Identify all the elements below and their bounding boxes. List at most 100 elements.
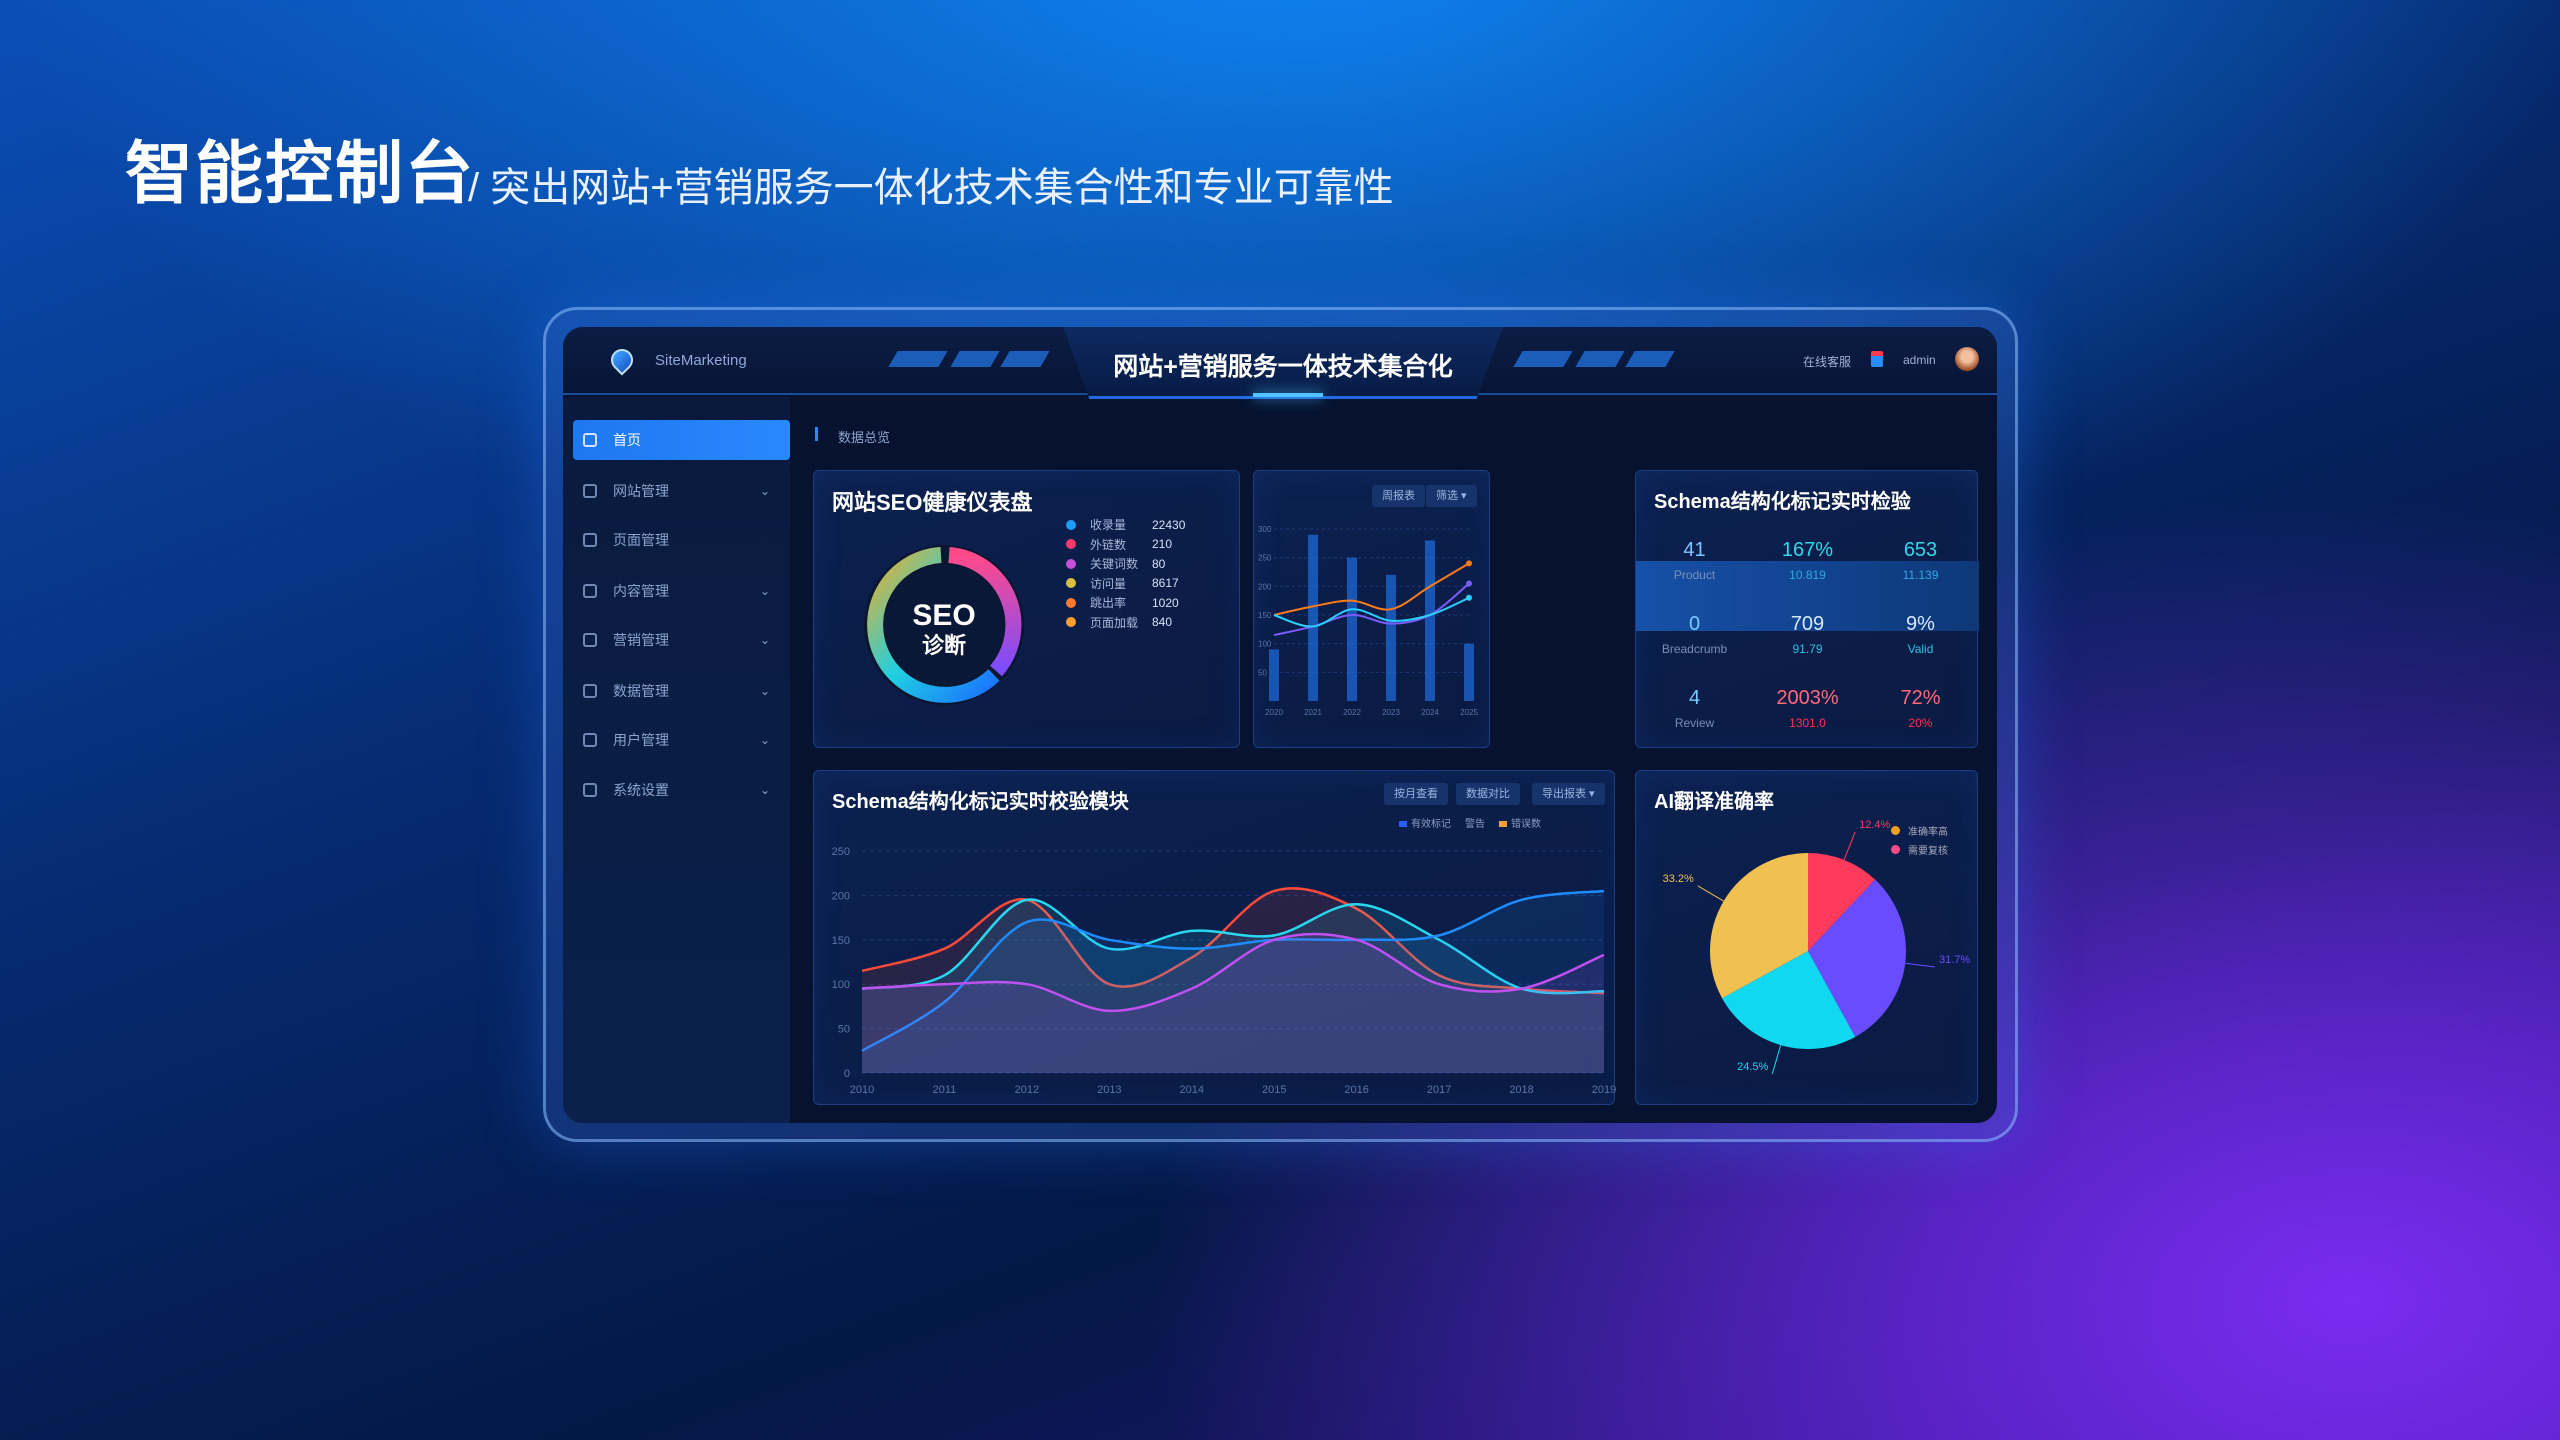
y-tick-label: 100	[1258, 640, 1272, 649]
series-area	[862, 888, 1604, 1073]
breadcrumb-marker	[815, 427, 818, 441]
sidebar-item-3[interactable]: 内容管理 ⌄	[573, 571, 790, 611]
stat-value: 167%	[1781, 539, 1834, 561]
x-tick-label: 2015	[1262, 1084, 1286, 1096]
legend-value: 210	[1152, 537, 1173, 551]
legend-label: 关键词数	[1090, 557, 1139, 571]
trend-line	[1273, 596, 1470, 628]
x-tick-label: 2021	[1304, 708, 1322, 717]
legend-value: 840	[1152, 615, 1173, 629]
series-area	[862, 899, 1604, 1073]
ai-accuracy-panel: AI翻译准确率 准确率高 需要复核 12.4% 31.7% 24.5% 33.2%	[1635, 770, 1978, 1105]
header-glow	[1253, 393, 1323, 397]
decor-stripe	[1000, 351, 1050, 367]
filter-dropdown[interactable]: 筛选 ▾	[1426, 485, 1477, 507]
seo-legend-item: 跳出率 1020	[1066, 594, 1179, 611]
settings-icon	[583, 783, 597, 797]
stat-value: 9%	[1906, 613, 1935, 635]
sidebar-item-label: 系统设置	[613, 782, 669, 798]
sidebar-item-label: 页面管理	[613, 532, 669, 548]
x-tick-label: 2023	[1382, 708, 1400, 717]
legend-label: 外链数	[1090, 537, 1127, 552]
series-line	[861, 889, 1605, 1052]
pie-leader-line	[1771, 1044, 1782, 1075]
support-link[interactable]: 在线客服	[1803, 355, 1852, 369]
pie-slice	[1722, 951, 1856, 1049]
seo-legend-item: 访问量 8617	[1066, 575, 1179, 592]
stat-label: 91.79	[1792, 642, 1823, 656]
sidebar-item-2[interactable]: 页面管理	[573, 520, 790, 560]
sidebar-item-6[interactable]: 用户管理 ⌄	[573, 720, 790, 760]
legend-item: 准确率高	[1891, 823, 1948, 838]
stat-cell: 2003% 1301.0	[1751, 687, 1864, 730]
sidebar-item-1[interactable]: 网站管理 ⌄	[573, 471, 790, 511]
breadcrumb[interactable]: 数据总览	[838, 430, 891, 445]
panel-title: Schema结构化标记实时检验	[1654, 491, 1911, 513]
stat-label: Product	[1673, 568, 1716, 582]
bar	[1386, 574, 1396, 701]
stat-label: Review	[1674, 716, 1715, 730]
user-name[interactable]: admin	[1903, 353, 1936, 367]
schema-chart-panel: Schema结构化标记实时校验模块 按月查看 数据对比 导出报表 ▾ 有效标记 …	[813, 770, 1616, 1105]
legend-item: 需要复核	[1891, 842, 1948, 857]
pie-slice-label: 12.4%	[1859, 819, 1890, 831]
sidebar-item-0[interactable]: 首页	[573, 420, 790, 460]
chevron-down-icon[interactable]: ⌄	[759, 684, 770, 698]
monthly-button[interactable]: 按月查看	[1384, 783, 1448, 805]
stat-label: 10.819	[1789, 568, 1826, 582]
legend-item: 错误数	[1499, 815, 1541, 830]
pie-slice	[1808, 853, 1876, 951]
logo-icon[interactable]	[606, 344, 638, 376]
seo-gauge: SEO 诊断	[864, 545, 1024, 705]
sidebar	[563, 397, 790, 1123]
chevron-down-icon[interactable]: ⌄	[759, 584, 770, 598]
stat-label: 1301.0	[1789, 716, 1826, 730]
x-tick-label: 2019	[1592, 1084, 1616, 1096]
notification-icon[interactable]	[1871, 351, 1883, 367]
gauge-center-top: SEO	[912, 599, 975, 632]
legend-value: 1020	[1152, 595, 1179, 610]
stat-cell: 4 Review	[1638, 687, 1751, 730]
export-dropdown[interactable]: 导出报表 ▾	[1532, 783, 1605, 805]
legend-label: 收录量	[1090, 518, 1127, 532]
sidebar-item-7[interactable]: 系统设置 ⌄	[573, 770, 790, 810]
compare-button[interactable]: 数据对比	[1456, 783, 1520, 805]
stat-value: 709	[1790, 613, 1825, 635]
x-tick-label: 2022	[1343, 708, 1361, 717]
x-tick-label: 2018	[1509, 1084, 1533, 1096]
chevron-down-icon[interactable]: ⌄	[759, 733, 770, 747]
page-icon	[583, 533, 597, 547]
line-endpoint	[1466, 594, 1472, 601]
chevron-down-icon[interactable]: ⌄	[759, 633, 770, 647]
sidebar-item-5[interactable]: 数据管理 ⌄	[573, 671, 790, 711]
x-tick-label: 2025	[1460, 708, 1478, 717]
chevron-down-icon[interactable]: ⌄	[759, 484, 770, 498]
chevron-down-icon[interactable]: ⌄	[759, 783, 770, 797]
avatar[interactable]	[1955, 347, 1979, 371]
x-tick-label: 2010	[850, 1084, 874, 1096]
data-icon	[583, 684, 597, 698]
stat-label: Breadcrumb	[1661, 642, 1728, 656]
x-tick-label: 2013	[1097, 1084, 1121, 1096]
stat-value: 72%	[1900, 687, 1941, 709]
bar	[1425, 540, 1435, 701]
series-line	[861, 887, 1605, 995]
x-tick-label: 2014	[1180, 1084, 1204, 1096]
decor-stripe	[888, 351, 948, 367]
bar	[1347, 557, 1357, 701]
highlight-row	[1636, 561, 1979, 631]
series-area	[862, 933, 1604, 1073]
seo-legend-item: 外链数 210	[1066, 536, 1172, 553]
legend-item: 有效标记	[1399, 815, 1451, 830]
bar	[1308, 534, 1318, 701]
decor-stripe	[1575, 351, 1625, 367]
sidebar-item-label: 网站管理	[613, 483, 669, 499]
y-tick-label: 100	[832, 979, 850, 991]
legend-label: 页面加载	[1090, 615, 1139, 630]
y-tick-label: 50	[838, 1024, 850, 1036]
dashboard-screen: SiteMarketing 网站+营销服务一体技术集合化 在线客服 admin …	[563, 327, 1997, 1123]
sidebar-item-4[interactable]: 营销管理 ⌄	[573, 620, 790, 660]
report-button[interactable]: 周报表	[1372, 485, 1425, 507]
pie-legend: 准确率高 需要复核	[1891, 823, 1948, 857]
legend-dot	[1066, 539, 1076, 549]
